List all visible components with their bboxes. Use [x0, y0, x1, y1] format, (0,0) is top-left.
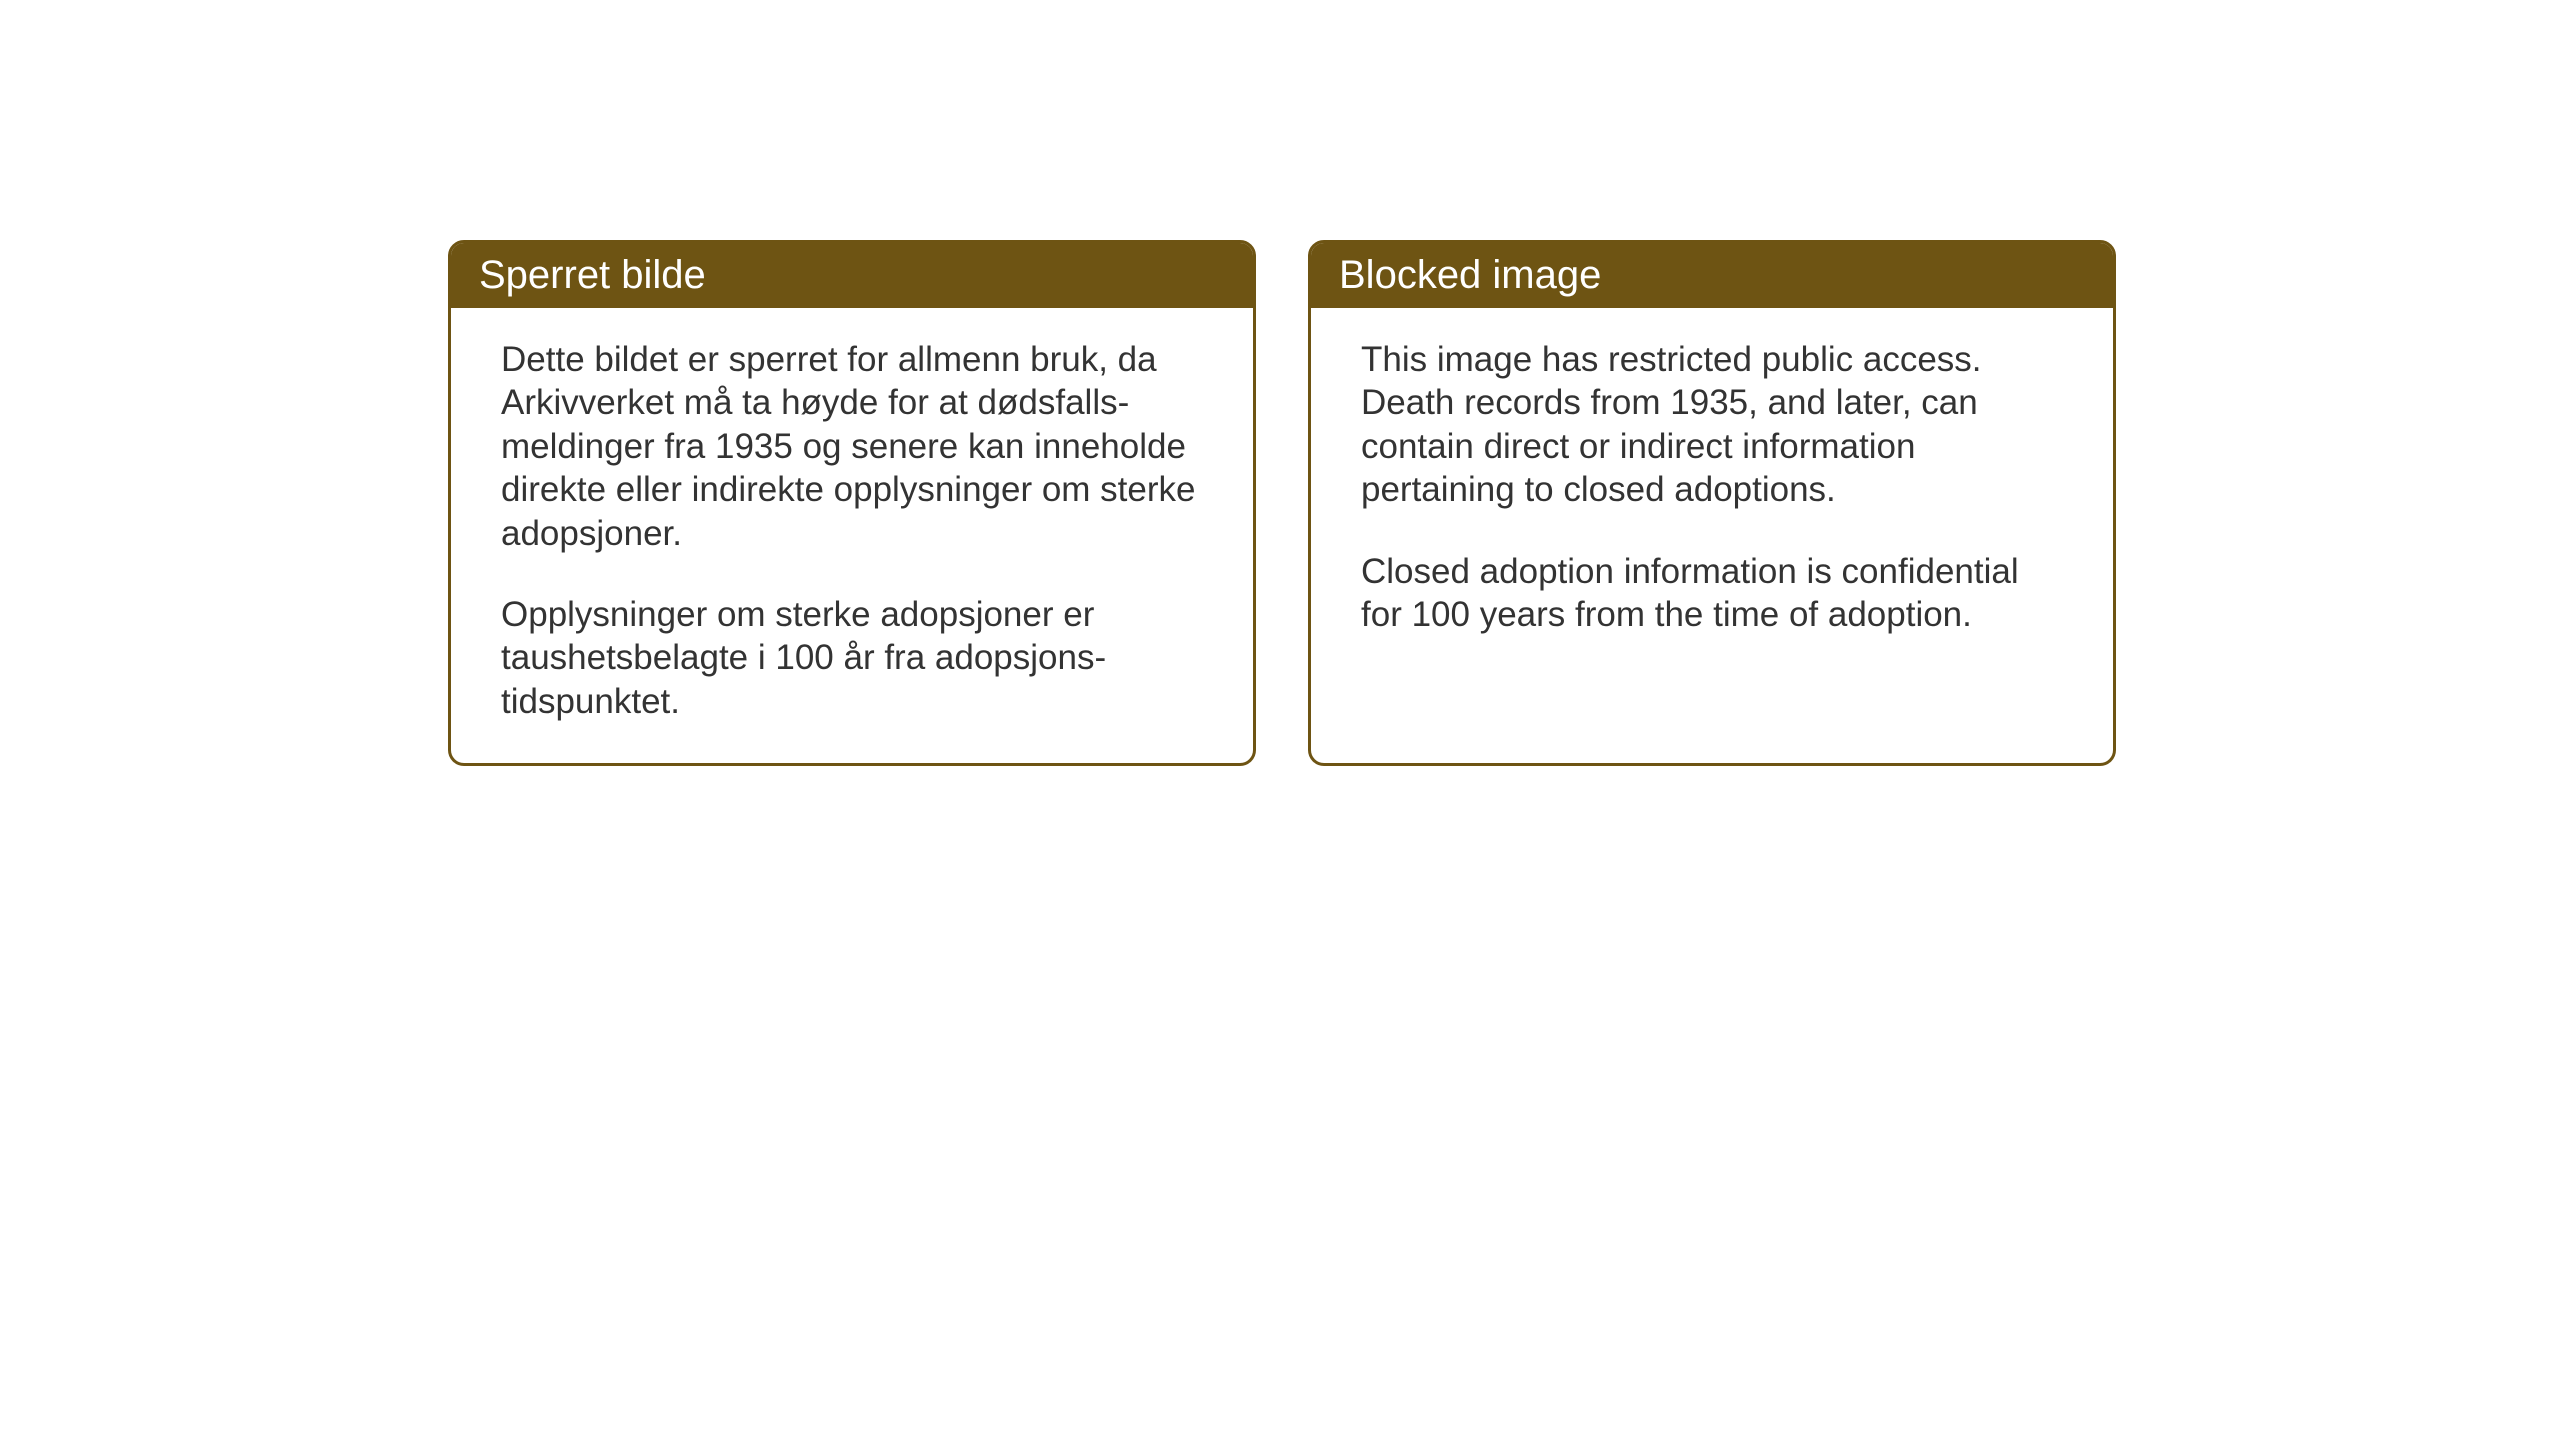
notice-paragraph-1-english: This image has restricted public access.… — [1361, 338, 2063, 512]
notice-body-norwegian: Dette bildet er sperret for allmenn bruk… — [451, 308, 1253, 763]
notice-body-english: This image has restricted public access.… — [1311, 308, 2113, 676]
notice-box-norwegian: Sperret bilde Dette bildet er sperret fo… — [448, 240, 1256, 766]
notice-paragraph-1-norwegian: Dette bildet er sperret for allmenn bruk… — [501, 338, 1203, 555]
notice-paragraph-2-norwegian: Opplysninger om sterke adopsjoner er tau… — [501, 593, 1203, 723]
notice-header-english: Blocked image — [1311, 243, 2113, 308]
notice-container: Sperret bilde Dette bildet er sperret fo… — [448, 240, 2116, 766]
notice-paragraph-2-english: Closed adoption information is confident… — [1361, 550, 2063, 637]
notice-header-norwegian: Sperret bilde — [451, 243, 1253, 308]
notice-box-english: Blocked image This image has restricted … — [1308, 240, 2116, 766]
